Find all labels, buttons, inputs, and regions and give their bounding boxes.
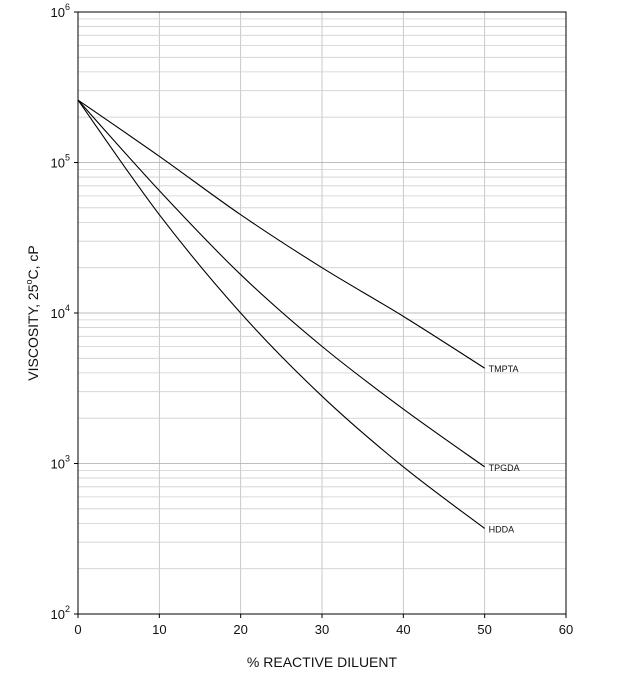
series-lines: TMPTA TPGDA HDDA xyxy=(77,99,520,534)
y-axis-title-degree: o xyxy=(24,279,34,284)
y-axis-title-unit: C, cP xyxy=(25,245,41,279)
x-axis-title: % REACTIVE DILUENT xyxy=(247,654,398,670)
y-tick-label: 102 xyxy=(51,604,70,622)
y-tick-label: 105 xyxy=(51,153,70,171)
x-tick-label: 60 xyxy=(559,622,573,637)
series-label-hdda: HDDA xyxy=(489,524,515,534)
series-line-hdda xyxy=(77,99,485,529)
x-axis-ticks: 0 10 20 30 40 50 60 xyxy=(74,614,573,637)
y-tick-label: 106 xyxy=(51,2,70,20)
x-tick-label: 30 xyxy=(315,622,329,637)
y-tick-label: 104 xyxy=(51,303,70,321)
series-label-tmpta: TMPTA xyxy=(489,364,519,374)
series-label-tpgda: TPGDA xyxy=(489,463,520,473)
y-axis-title: VISCOSITY, 25oC, cP xyxy=(24,245,41,380)
grid xyxy=(78,12,566,614)
x-tick-label: 20 xyxy=(233,622,247,637)
series-line-tpgda xyxy=(77,99,485,468)
x-tick-label: 40 xyxy=(396,622,410,637)
x-tick-label: 0 xyxy=(74,622,81,637)
y-axis-title-main: VISCOSITY, 25 xyxy=(25,284,41,380)
y-axis-ticks: 102 103 104 105 106 xyxy=(51,2,78,622)
x-tick-label: 10 xyxy=(152,622,166,637)
x-tick-label: 50 xyxy=(477,622,491,637)
series-line-tmpta xyxy=(77,99,485,369)
y-tick-label: 103 xyxy=(51,454,70,472)
